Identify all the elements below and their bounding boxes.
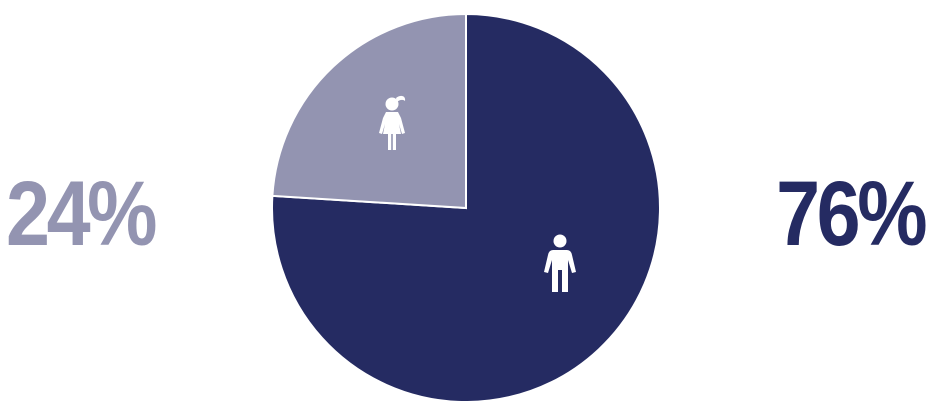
male-person-icon — [544, 234, 576, 292]
pie-slices — [270, 12, 661, 401]
pie-slice-female — [271, 12, 467, 210]
pie-slice-male — [270, 12, 661, 401]
male-percentage-label: 76% — [775, 163, 927, 265]
female-percentage-label: 24% — [6, 163, 157, 265]
female-person-icon — [379, 95, 406, 150]
